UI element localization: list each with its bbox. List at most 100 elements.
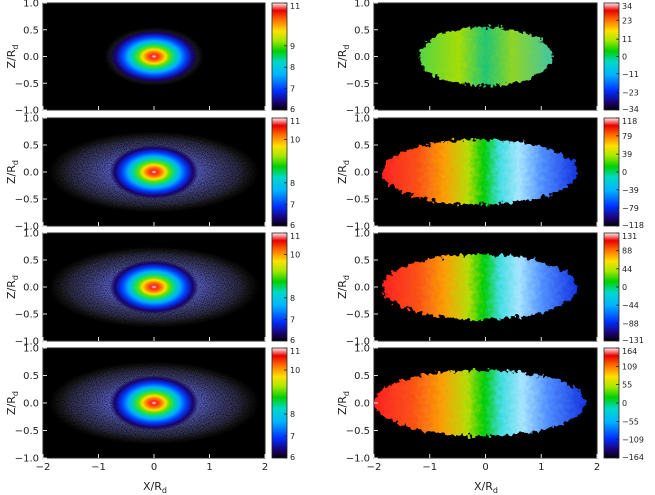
- colorbar-tick-label: 7: [290, 85, 295, 94]
- y-tick-label: 0.0: [23, 283, 39, 294]
- y-tick-label: 0.5: [354, 256, 370, 267]
- x-tick-label: 0: [151, 462, 157, 473]
- colorbar-tick-label: 9: [290, 42, 295, 51]
- x-axis-title-right: X/Rd: [474, 480, 498, 495]
- colorbar-tick-label: 8: [290, 410, 295, 419]
- y-tick-label: 0.0: [354, 168, 370, 179]
- y-axis-title-sub: d: [342, 45, 351, 50]
- colorbar: [271, 347, 288, 459]
- velocity-noise: [419, 28, 552, 85]
- y-axis-title-sub: d: [342, 275, 351, 280]
- y-tick-label: −1.0: [346, 454, 370, 465]
- colorbar-tick-label: 6: [290, 336, 295, 345]
- colorbar-tick-label: 11: [290, 117, 300, 126]
- x-tick-label: −1: [422, 462, 437, 473]
- y-axis-title-main: Z/R: [5, 396, 18, 415]
- panel-right-row-4: 1.0 0.5 0.0 −0.5 −1.0−2 −1 0 1 2 Z/Rd 164 109 55 0 −55…: [336, 344, 644, 474]
- colorbar-tick-label: 109: [622, 362, 637, 371]
- y-tick-label: −1.0: [15, 106, 39, 117]
- colorbar-tick-label: 88: [622, 247, 632, 256]
- panel-left-row-3: 1.0 0.5 0.0 −0.5 −1.0 Z/Rd 11 10 8 7 6: [5, 229, 300, 348]
- colorbar-tick-label: 55: [622, 381, 632, 390]
- y-tick-label: −0.5: [346, 195, 370, 206]
- colorbar-tick-label: 10: [290, 366, 300, 375]
- y-tick-label: 0.5: [354, 141, 370, 152]
- y-tick-label: 0.5: [354, 25, 370, 36]
- colorbar-tick-label: −79: [622, 204, 639, 213]
- velocity-noise: [389, 256, 582, 318]
- y-axis-title: Z/Rd: [5, 160, 20, 184]
- density-core: [109, 145, 199, 199]
- colorbar-tick-label: 79: [622, 132, 632, 141]
- y-tick-label: 1.0: [354, 114, 370, 125]
- colorbar-tick-label: 0: [622, 399, 627, 408]
- y-tick-label: −1.0: [346, 222, 370, 233]
- colorbar-tick-label: 164: [622, 347, 637, 356]
- density-core: [109, 260, 199, 314]
- y-axis-title-main: Z/R: [336, 396, 349, 415]
- plot-content: [48, 361, 260, 445]
- colorbar-tick-label: 39: [622, 150, 632, 159]
- y-tick-label: 1.0: [23, 344, 39, 355]
- y-tick-label: −1.0: [15, 337, 39, 348]
- colorbar-tick-label: −164: [622, 453, 644, 462]
- colorbar-tick-label: −118: [622, 221, 644, 230]
- colorbar-tick-label: 7: [290, 432, 295, 441]
- panel-left-row-4: 1.0 0.5 0.0 −0.5 −1.0−2 −1 0 1 2 Z/Rd 11 10 8 7 6: [5, 344, 300, 474]
- colorbar-tick-label: 6: [290, 105, 295, 114]
- y-axis-title-sub: d: [11, 160, 20, 165]
- colorbar-tick-label: 11: [290, 347, 300, 356]
- y-axis-title-main: Z/R: [336, 49, 349, 68]
- y-tick-label: 1.0: [354, 0, 370, 10]
- x-tick-label: −2: [36, 462, 51, 473]
- y-tick-label: −0.5: [15, 79, 39, 90]
- y-tick-label: 1.0: [23, 114, 39, 125]
- colorbar: [271, 232, 288, 342]
- colorbar-tick-label: 8: [290, 179, 295, 188]
- colorbar-tick-label: −55: [622, 417, 639, 426]
- y-axis-title-main: Z/R: [5, 49, 18, 68]
- y-tick-label: 1.0: [23, 0, 39, 10]
- colorbar-tick-label: 23: [622, 16, 632, 25]
- y-tick-label: −0.5: [15, 195, 39, 206]
- velocity-noise: [389, 141, 582, 203]
- y-axis-title: Z/Rd: [336, 45, 351, 69]
- colorbar-tick-label: 7: [290, 200, 295, 209]
- y-tick-label: −1.0: [15, 222, 39, 233]
- colorbar-tick-label: 6: [290, 453, 295, 462]
- x-tick-label: 1: [538, 462, 544, 473]
- density-core: [109, 375, 199, 431]
- colorbar: [271, 117, 288, 227]
- y-tick-label: 0.5: [23, 256, 39, 267]
- x-axis-title-left: X/Rd: [143, 480, 167, 495]
- y-tick-label: 0.5: [23, 371, 39, 382]
- colorbar-tick-label: 8: [290, 294, 295, 303]
- plot-content: [382, 254, 582, 320]
- colorbar-tick-label: −11: [622, 70, 639, 79]
- y-axis-title-sub: d: [11, 275, 20, 280]
- y-tick-label: 1.0: [354, 229, 370, 240]
- panel-right-row-2: 1.0 0.5 0.0 −0.5 −1.0 Z/Rd 118 79 39 0 −39 −79 −118: [336, 114, 644, 233]
- x-tick-label: −1: [91, 462, 106, 473]
- y-tick-label: −0.5: [15, 310, 39, 321]
- y-tick-label: 0.5: [354, 371, 370, 382]
- colorbar-tick-label: 0: [622, 283, 627, 292]
- y-tick-label: 0.0: [354, 52, 370, 63]
- y-tick-label: 1.0: [23, 229, 39, 240]
- colorbar-tick-label: −131: [622, 336, 644, 345]
- y-axis-title-main: Z/R: [336, 165, 349, 184]
- y-tick-label: −1.0: [346, 337, 370, 348]
- y-axis-title-main: Z/R: [336, 280, 349, 299]
- y-axis-title: Z/Rd: [336, 391, 351, 415]
- colorbar-tick-label: 0: [622, 168, 627, 177]
- x-tick-label: 0: [482, 462, 488, 473]
- colorbar-tick-label: 118: [622, 117, 637, 126]
- y-axis-title-sub: d: [342, 391, 351, 396]
- y-axis-title: Z/Rd: [5, 45, 20, 69]
- colorbar-tick-label: 11: [622, 35, 632, 44]
- colorbar-tick-label: 131: [622, 232, 637, 241]
- colorbar-tick-label: −23: [622, 89, 639, 98]
- colorbar-tick-label: 0: [622, 53, 627, 62]
- y-axis-title-sub: d: [342, 160, 351, 165]
- panel-right-row-3: 1.0 0.5 0.0 −0.5 −1.0 Z/Rd 131 88 44 0 −44 −88 −131: [336, 229, 644, 348]
